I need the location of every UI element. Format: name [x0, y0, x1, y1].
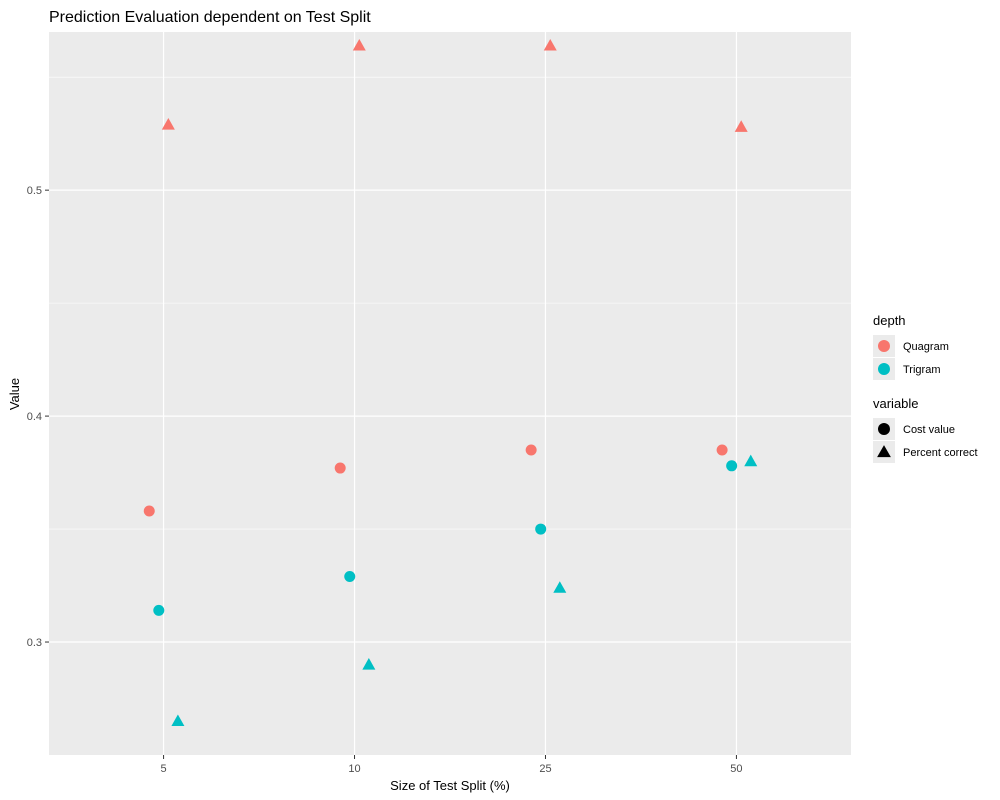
point-trigram-cost-value-25: [535, 523, 547, 535]
legend-label-0-0: Quagram: [903, 341, 949, 353]
point-quagram-cost-value-5: [143, 505, 155, 517]
point-trigram-cost-value-5: [153, 604, 165, 616]
legend-key-quagram: [878, 340, 890, 352]
legend-label-0-1: Trigram: [903, 364, 940, 376]
legend-key-cost-value: [878, 423, 890, 435]
point-trigram-percent-correct-50: [744, 454, 758, 467]
y-tick-label-2: 0.5: [27, 185, 42, 197]
point-trigram-percent-correct-10: [362, 658, 376, 670]
point-quagram-percent-correct-10: [352, 38, 366, 51]
point-quagram-percent-correct-50: [734, 120, 748, 132]
point-quagram-cost-value-10: [334, 462, 346, 474]
y-tick-label-0: 0.3: [27, 637, 42, 649]
x-tick-label-3: 50: [730, 763, 742, 775]
y-tick-label-1: 0.4: [27, 411, 42, 423]
x-axis-title: Size of Test Split (%): [390, 778, 510, 793]
legend-label-1-1: Percent correct: [903, 447, 978, 459]
x-tick-label-0: 5: [161, 763, 167, 775]
legend: depth Quagram Trigram variable Cost value Per…: [873, 313, 978, 463]
legend-key-percent-correct: [877, 445, 891, 458]
point-quagram-cost-value-25: [525, 444, 537, 456]
point-trigram-cost-value-10: [344, 571, 356, 583]
x-axis-ticks: 5 10 25 50: [161, 755, 743, 775]
grid-lines: [49, 32, 851, 755]
y-axis-ticks: 0.3 0.4 0.5: [27, 185, 49, 649]
legend-title-0: depth: [873, 313, 906, 328]
point-trigram-percent-correct-25: [553, 581, 567, 593]
x-tick-label-1: 10: [348, 763, 360, 775]
x-tick-label-2: 25: [539, 763, 551, 775]
point-trigram-cost-value-50: [726, 460, 738, 472]
legend-key-trigram: [878, 363, 890, 375]
chart-title: Prediction Evaluation dependent on Test …: [49, 9, 371, 26]
legend-title-1: variable: [873, 396, 919, 411]
y-axis-title: Value: [7, 378, 22, 410]
point-quagram-percent-correct-5: [161, 118, 175, 130]
plot-panel: [49, 32, 851, 755]
point-trigram-percent-correct-5: [171, 714, 185, 727]
data-points: [143, 38, 758, 727]
point-quagram-cost-value-50: [716, 444, 728, 456]
point-quagram-percent-correct-25: [543, 38, 557, 51]
legend-label-1-0: Cost value: [903, 424, 955, 436]
